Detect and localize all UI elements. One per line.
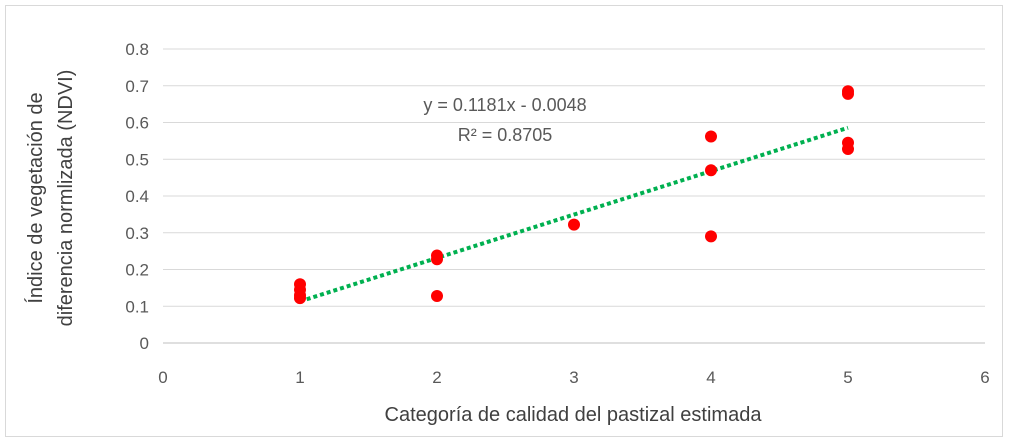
x-tick-label: 3 <box>569 368 578 387</box>
y-tick-label: 0.5 <box>125 150 149 169</box>
equation-annotation: y = 0.1181x - 0.0048 R² = 0.8705 <box>423 95 586 145</box>
data-points <box>294 85 854 305</box>
y-tick-label: 0.3 <box>125 224 149 243</box>
y-tick-label: 0.8 <box>125 40 149 59</box>
x-tick-label: 2 <box>432 368 441 387</box>
gridlines <box>163 48 985 344</box>
y-tick-labels: 0 0.1 0.2 0.3 0.4 0.5 0.6 0.7 0.8 <box>125 40 149 353</box>
x-axis-title: Categoría de calidad del pastizal estima… <box>385 404 763 426</box>
data-point <box>294 292 306 305</box>
trendline <box>299 125 849 304</box>
chart-frame <box>5 5 1003 437</box>
data-point <box>431 253 443 266</box>
x-tick-label: 6 <box>980 368 989 387</box>
data-point <box>568 218 580 231</box>
data-point <box>705 230 717 243</box>
data-point <box>705 164 717 177</box>
trendline-group <box>299 125 849 304</box>
data-point <box>431 289 443 302</box>
x-tick-label: 4 <box>706 368 715 387</box>
y-tick-label: 0.6 <box>125 114 149 133</box>
y-tick-label: 0 <box>140 334 149 353</box>
y-axis-title: Índice de vegetación de diferencia norml… <box>24 70 77 327</box>
y-axis-title-line-1: Índice de vegetación de <box>24 92 47 303</box>
x-tick-label: 0 <box>158 368 167 387</box>
x-tick-label: 5 <box>843 368 852 387</box>
y-tick-label: 0.4 <box>125 187 149 206</box>
y-tick-label: 0.2 <box>125 261 149 280</box>
regression-equation: y = 0.1181x - 0.0048 <box>423 95 586 115</box>
r-squared-label: R² = 0.8705 <box>458 125 553 145</box>
x-tick-label: 1 <box>295 368 304 387</box>
x-tick-labels: 0 1 2 3 4 5 6 <box>158 368 989 387</box>
data-point <box>842 87 854 100</box>
y-axis-title-line-2: diferencia normlizada (NDVI) <box>55 70 77 327</box>
data-point <box>705 130 717 143</box>
y-tick-label: 0.1 <box>125 297 149 316</box>
y-tick-label: 0.7 <box>125 77 149 96</box>
data-point <box>842 142 854 155</box>
